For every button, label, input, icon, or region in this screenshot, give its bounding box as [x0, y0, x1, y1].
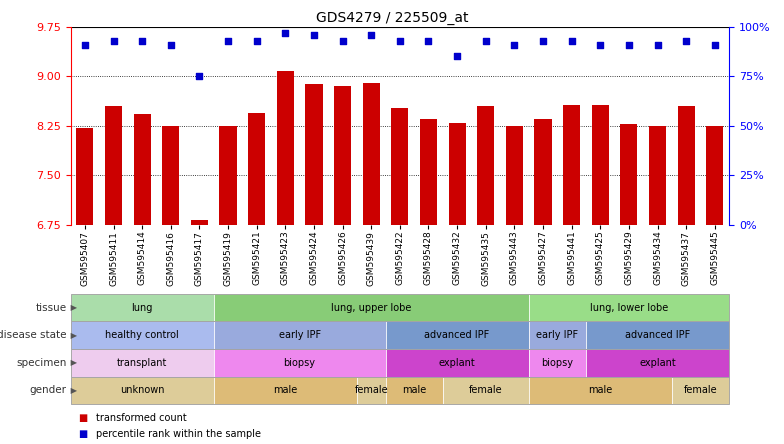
Point — [136, 37, 148, 44]
Text: transformed count: transformed count — [96, 413, 187, 423]
Bar — [706, 126, 724, 225]
Text: lung, lower lobe: lung, lower lobe — [590, 303, 668, 313]
Bar — [649, 126, 666, 225]
Text: biopsy: biopsy — [284, 358, 316, 368]
Text: ■: ■ — [78, 429, 88, 439]
Text: lung, upper lobe: lung, upper lobe — [331, 303, 412, 313]
Bar — [391, 108, 408, 225]
Point — [537, 37, 550, 44]
Bar — [535, 119, 552, 225]
Text: percentile rank within the sample: percentile rank within the sample — [96, 429, 260, 439]
Text: healthy control: healthy control — [105, 330, 179, 340]
Bar — [191, 221, 208, 225]
Text: female: female — [684, 385, 717, 395]
Text: male: male — [402, 385, 426, 395]
Point — [594, 41, 607, 48]
Bar — [133, 114, 151, 225]
Text: explant: explant — [439, 358, 475, 368]
Point — [307, 31, 320, 38]
Bar — [334, 86, 351, 225]
Point — [222, 37, 234, 44]
Text: advanced IPF: advanced IPF — [625, 330, 690, 340]
Point — [508, 41, 521, 48]
Text: explant: explant — [639, 358, 676, 368]
Bar — [363, 83, 379, 225]
Text: transplant: transplant — [117, 358, 167, 368]
Bar — [477, 106, 495, 225]
Point — [336, 37, 349, 44]
Point — [652, 41, 664, 48]
Bar — [277, 71, 294, 225]
Bar — [563, 105, 580, 225]
Bar — [76, 128, 93, 225]
Text: advanced IPF: advanced IPF — [424, 330, 490, 340]
Bar — [248, 113, 265, 225]
Point — [622, 41, 635, 48]
Bar — [677, 106, 695, 225]
Point — [451, 53, 463, 60]
Point — [565, 37, 578, 44]
Text: unknown: unknown — [120, 385, 165, 395]
Bar — [620, 124, 637, 225]
Text: ▶: ▶ — [68, 303, 78, 312]
Bar — [506, 126, 523, 225]
Text: ▶: ▶ — [68, 358, 78, 367]
Bar — [420, 119, 437, 225]
Point — [250, 37, 263, 44]
Text: early IPF: early IPF — [536, 330, 579, 340]
Text: lung: lung — [132, 303, 153, 313]
Text: male: male — [588, 385, 612, 395]
Text: female: female — [354, 385, 388, 395]
Bar — [592, 105, 609, 225]
Text: ▶: ▶ — [68, 386, 78, 395]
Bar — [448, 123, 466, 225]
Text: GDS4279 / 225509_at: GDS4279 / 225509_at — [316, 11, 468, 25]
Text: ■: ■ — [78, 413, 88, 423]
Text: female: female — [469, 385, 503, 395]
Bar — [105, 106, 122, 225]
Text: biopsy: biopsy — [541, 358, 573, 368]
Bar — [305, 84, 322, 225]
Bar — [220, 126, 237, 225]
Point — [78, 41, 91, 48]
Point — [365, 31, 377, 38]
Text: ▶: ▶ — [68, 331, 78, 340]
Point — [165, 41, 177, 48]
Bar — [162, 126, 180, 225]
Text: male: male — [273, 385, 297, 395]
Point — [107, 37, 120, 44]
Point — [394, 37, 406, 44]
Text: tissue: tissue — [35, 303, 67, 313]
Text: gender: gender — [30, 385, 67, 395]
Point — [480, 37, 492, 44]
Point — [709, 41, 721, 48]
Text: specimen: specimen — [16, 358, 67, 368]
Point — [680, 37, 692, 44]
Point — [193, 73, 205, 80]
Text: disease state: disease state — [0, 330, 67, 340]
Point — [279, 29, 292, 36]
Text: early IPF: early IPF — [278, 330, 321, 340]
Point — [423, 37, 435, 44]
